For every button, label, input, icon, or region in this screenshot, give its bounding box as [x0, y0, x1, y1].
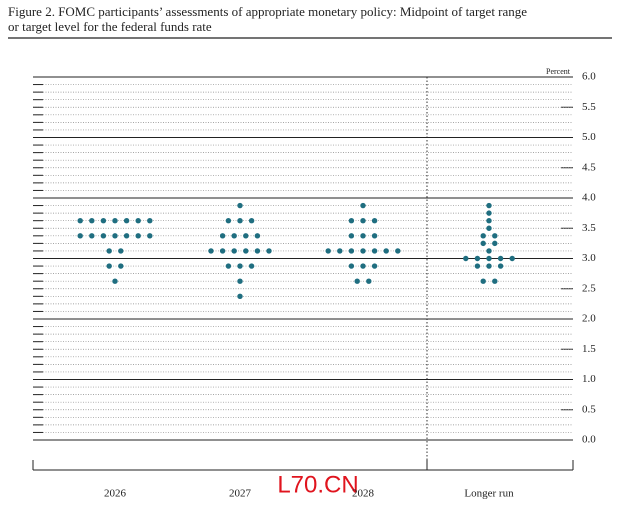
dot: [366, 278, 372, 284]
y-tick-label: 2.0: [582, 313, 596, 325]
dot: [480, 278, 486, 284]
x-tick-label: 2028: [352, 488, 375, 500]
y-tick-label: 5.5: [582, 101, 596, 113]
dot: [354, 278, 360, 284]
dot: [135, 233, 141, 239]
dot: [337, 248, 343, 254]
x-tick-label: 2026: [104, 488, 127, 500]
dot: [486, 210, 492, 216]
dot: [254, 233, 261, 239]
dot: [231, 248, 237, 254]
dot: [486, 255, 492, 262]
dot: [123, 233, 130, 239]
dot: [492, 233, 498, 239]
dot: [225, 263, 232, 269]
dot: [237, 278, 243, 284]
dot: [497, 255, 504, 262]
dot: [480, 240, 486, 247]
dot: [371, 233, 378, 239]
y-tick-label: 3.5: [582, 222, 596, 234]
dot: [486, 202, 492, 209]
dot: [248, 217, 255, 224]
dot: [89, 217, 95, 224]
dot: [463, 255, 469, 262]
dot: [243, 248, 249, 254]
dot: [100, 233, 107, 239]
y-tick-label: 0.0: [582, 434, 596, 446]
dot: [486, 263, 492, 269]
dot: [360, 217, 366, 224]
y-tick-label: 1.0: [582, 373, 596, 385]
y-tick-label: 0.5: [582, 403, 596, 415]
dot: [248, 263, 255, 269]
dot: [100, 217, 107, 224]
dot: [266, 248, 272, 254]
dot: [492, 240, 498, 247]
dot: [486, 248, 492, 254]
dot: [474, 255, 481, 262]
dot: [237, 217, 243, 224]
dot: [383, 248, 389, 254]
dot: [348, 263, 355, 269]
dot: [371, 263, 378, 269]
dot: [480, 233, 486, 239]
y-tick-label: 3.0: [582, 252, 596, 264]
dot: [360, 202, 366, 209]
dot: [89, 233, 95, 239]
dot: [237, 202, 243, 209]
dot: [348, 233, 355, 239]
dot: [371, 248, 378, 254]
x-tick-label: 2027: [229, 488, 252, 500]
dot: [118, 248, 124, 254]
y-tick-label: 1.5: [582, 343, 596, 355]
dot: [231, 233, 237, 239]
dot: [106, 248, 112, 254]
dot: [360, 263, 366, 269]
dot: [474, 263, 481, 269]
dot: [219, 248, 226, 254]
dot: [112, 233, 118, 239]
x-tick-label: Longer run: [464, 488, 514, 500]
dot: [325, 248, 331, 254]
dot: [348, 217, 355, 224]
dot: [112, 278, 118, 284]
chart-subtitle: or target level for the federal funds ra…: [8, 19, 212, 34]
dot: [225, 217, 232, 224]
dot: [492, 278, 498, 284]
dot: [237, 293, 243, 300]
dot: [219, 233, 226, 239]
y-tick-label: 5.0: [582, 131, 596, 143]
dot: [147, 233, 153, 239]
dot: [395, 248, 401, 254]
dot: [77, 217, 83, 224]
dot: [208, 248, 214, 254]
dot: [486, 217, 492, 224]
dot: [509, 255, 515, 262]
dot: [486, 225, 492, 231]
dot: [360, 248, 366, 254]
dot: [77, 233, 83, 239]
watermark: L70.CN: [277, 471, 358, 498]
dot: [112, 217, 118, 224]
dot: [497, 263, 504, 269]
y-tick-label: 4.5: [582, 161, 596, 173]
dot: [371, 217, 378, 224]
dot: [348, 248, 355, 254]
dot: [135, 217, 141, 224]
dot: [360, 233, 366, 239]
y-tick-label: 2.5: [582, 282, 596, 294]
dot: [243, 233, 249, 239]
y-tick-label: 6.0: [582, 71, 596, 83]
y-tick-label: 4.0: [582, 192, 596, 204]
y-axis-label: Percent: [546, 67, 571, 76]
dot: [118, 263, 124, 269]
dot: [106, 263, 112, 269]
dot: [237, 263, 243, 269]
dot: [147, 217, 153, 224]
chart-title: Figure 2. FOMC participants’ assessments…: [8, 4, 527, 19]
dot: [123, 217, 130, 224]
dot: [254, 248, 261, 254]
